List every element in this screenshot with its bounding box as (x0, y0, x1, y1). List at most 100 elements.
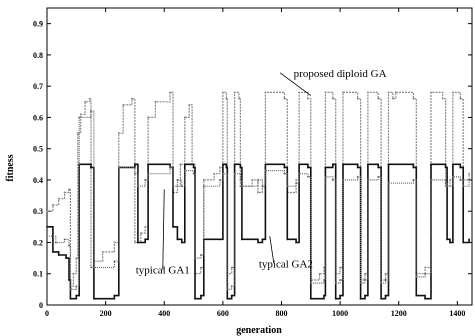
data-point (468, 172, 470, 175)
data-point (54, 241, 57, 244)
data-point (92, 297, 95, 300)
data-point (334, 282, 337, 285)
data-point (412, 179, 415, 181)
data-point (219, 166, 221, 169)
data-point (225, 97, 228, 100)
data-point (192, 166, 195, 169)
data-point (76, 132, 79, 134)
data-point (75, 257, 78, 260)
data-point (131, 97, 133, 100)
data-point (147, 163, 150, 166)
data-point (412, 166, 415, 169)
data-point (183, 169, 186, 172)
data-point (309, 297, 312, 300)
data-point (452, 91, 454, 94)
data-point (194, 257, 196, 260)
data-point (424, 297, 427, 300)
data-point (113, 260, 116, 263)
data-point (387, 182, 390, 184)
data-point (188, 104, 191, 106)
data-point (430, 91, 432, 94)
data-point (57, 254, 60, 256)
data-point (452, 163, 454, 166)
data-point (172, 185, 174, 188)
series-typical-ga2 (46, 110, 470, 291)
data-point (68, 188, 70, 191)
plot-frame (46, 7, 473, 306)
data-point (323, 266, 325, 269)
data-point (334, 297, 337, 300)
data-point (57, 197, 60, 200)
data-point (147, 172, 150, 175)
data-point (377, 166, 380, 169)
data-point (295, 179, 298, 181)
data-point (221, 172, 224, 175)
data-point (283, 166, 286, 169)
data-point (359, 282, 362, 285)
x-tick-label: 0 (45, 309, 49, 318)
data-point (452, 175, 454, 178)
data-point (462, 185, 465, 188)
data-point (331, 97, 334, 100)
data-point (295, 241, 298, 244)
data-point (257, 241, 259, 244)
annotation-typical-ga1: typical GA1 (136, 265, 190, 277)
plot-area: 0 200 400 600 800 1000 1200 1400 0 0.1 0.2 0.3 0.4 0.… (33, 7, 473, 318)
x-axis-label: generation (236, 325, 282, 336)
y-tick-label: 0.7 (33, 82, 43, 91)
data-point (356, 97, 359, 100)
data-point (92, 266, 95, 269)
data-point (306, 97, 309, 100)
data-point (221, 163, 224, 166)
data-point (364, 279, 366, 281)
data-point (318, 272, 321, 275)
data-point (444, 166, 447, 169)
annotation-pointer (269, 236, 275, 264)
y-tick-label: 0.9 (33, 20, 43, 29)
data-point (306, 175, 309, 178)
data-point (199, 294, 202, 297)
y-tick-label: 0 (39, 301, 43, 310)
data-point (241, 185, 243, 188)
data-point (283, 172, 286, 175)
data-point (230, 266, 233, 269)
x-tick-label: 1000 (332, 309, 348, 318)
data-point (75, 285, 78, 288)
data-point (356, 175, 359, 178)
data-point (462, 241, 465, 244)
data-point (225, 166, 228, 169)
data-point (444, 182, 447, 184)
data-point (380, 297, 383, 300)
y-tick-label: 0.4 (33, 176, 43, 185)
data-point (377, 175, 380, 178)
y-tick-label: 0.3 (33, 207, 43, 216)
data-point (468, 179, 470, 181)
data-point (69, 288, 72, 291)
y-tick-label: 0.6 (33, 113, 43, 122)
data-point (136, 241, 139, 244)
data-point (113, 241, 116, 244)
data-point (239, 185, 242, 188)
data-point (192, 172, 195, 175)
data-point (65, 257, 67, 260)
data-point (367, 163, 369, 166)
data-point (134, 241, 136, 244)
data-point (384, 294, 387, 297)
data-point (324, 175, 327, 178)
data-point (251, 179, 254, 181)
data-point (117, 166, 120, 169)
data-point (51, 204, 54, 206)
data-point (384, 279, 387, 281)
y-tick-label: 0.5 (33, 145, 43, 154)
data-point (239, 166, 242, 169)
data-point (257, 191, 259, 194)
data-point (154, 100, 157, 103)
data-point (257, 179, 259, 181)
data-point (134, 172, 136, 175)
data-point (430, 163, 432, 166)
data-point (233, 91, 236, 94)
data-point (459, 97, 462, 100)
series-line-typical-ga2 (47, 110, 470, 290)
data-point (113, 294, 116, 297)
